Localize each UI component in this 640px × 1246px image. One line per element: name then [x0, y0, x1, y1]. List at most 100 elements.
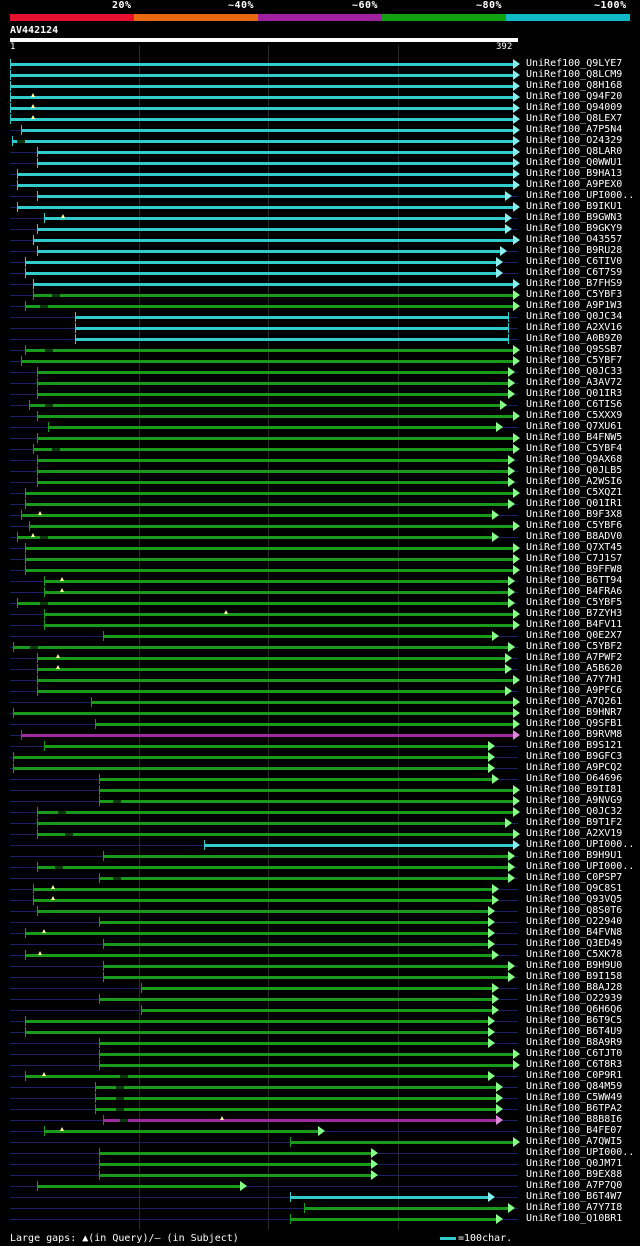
hit-label[interactable]: UniRef100_Q3ED49 — [526, 938, 623, 949]
hit-row[interactable]: UniRef100_C5YBF3 — [0, 289, 640, 301]
hit-label[interactable]: UniRef100_C5YBF2 — [526, 641, 623, 652]
hit-row[interactable]: UniRef100_A9PCQ2 — [0, 762, 640, 774]
hit-row[interactable]: UniRef100_C0PSP7 — [0, 872, 640, 884]
hit-row[interactable]: UniRef100_B9F3X8 — [0, 509, 640, 521]
hit-row[interactable]: UniRef100_B8ADV0 — [0, 531, 640, 543]
hit-row[interactable]: UniRef100_C6TIV0 — [0, 256, 640, 268]
hit-row[interactable]: UniRef100_Q6H6Q6 — [0, 1004, 640, 1016]
hit-label[interactable]: UniRef100_B9I158 — [526, 971, 623, 982]
hit-label[interactable]: UniRef100_A0B9Z0 — [526, 333, 623, 344]
hit-label[interactable]: UniRef100_Q0JC32 — [526, 806, 623, 817]
hit-row[interactable]: UniRef100_C5YBF2 — [0, 641, 640, 653]
hit-label[interactable]: UniRef100_B7FHS9 — [526, 278, 623, 289]
hit-label[interactable]: UniRef100_B9H9U1 — [526, 850, 623, 861]
hit-label[interactable]: UniRef100_B9GFC3 — [526, 751, 623, 762]
hit-row[interactable]: UniRef100_A7PWF2 — [0, 652, 640, 664]
hit-row[interactable]: UniRef100_C5YBF4 — [0, 443, 640, 455]
hit-row[interactable]: UniRef100_C5YBF5 — [0, 597, 640, 609]
hit-label[interactable]: UniRef100_C6TIS6 — [526, 399, 623, 410]
hit-label[interactable]: UniRef100_B4FV11 — [526, 619, 623, 630]
hit-label[interactable]: UniRef100_B4FE07 — [526, 1125, 623, 1136]
hit-row[interactable]: UniRef100_B9II81 — [0, 784, 640, 796]
hit-label[interactable]: UniRef100_Q8LAR0 — [526, 146, 623, 157]
hit-label[interactable]: UniRef100_B7ZYH3 — [526, 608, 623, 619]
hit-label[interactable]: UniRef100_B9IKU1 — [526, 201, 623, 212]
hit-label[interactable]: UniRef100_Q9SSB7 — [526, 344, 623, 355]
hit-row[interactable]: UniRef100_B4FE07 — [0, 1125, 640, 1137]
hit-label[interactable]: UniRef100_B6T4W7 — [526, 1191, 623, 1202]
hit-row[interactable]: UniRef100_Q0JC34 — [0, 311, 640, 323]
hit-label[interactable]: UniRef100_Q8LEX7 — [526, 113, 623, 124]
hit-label[interactable]: UniRef100_B9GKY9 — [526, 223, 623, 234]
hit-label[interactable]: UniRef100_B4FRA6 — [526, 586, 623, 597]
hit-label[interactable]: UniRef100_Q94009 — [526, 102, 623, 113]
hit-row[interactable]: UniRef100_Q8LEX7 — [0, 113, 640, 125]
hit-row[interactable]: UniRef100_A9PEX0 — [0, 179, 640, 191]
hit-row[interactable]: UniRef100_B4FV11 — [0, 619, 640, 631]
hit-label[interactable]: UniRef100_B6T9C5 — [526, 1015, 623, 1026]
hit-label[interactable]: UniRef100_B9H9U0 — [526, 960, 623, 971]
hit-label[interactable]: UniRef100_C5WW49 — [526, 1092, 623, 1103]
hit-row[interactable]: UniRef100_A7Y7H1 — [0, 674, 640, 686]
hit-row[interactable]: UniRef100_UPI000.. — [0, 839, 640, 851]
hit-label[interactable]: UniRef100_C0PSP7 — [526, 872, 623, 883]
hit-label[interactable]: UniRef100_C0P9R1 — [526, 1070, 623, 1081]
hit-label[interactable]: UniRef100_A9NVG9 — [526, 795, 623, 806]
hit-row[interactable]: UniRef100_B9GKY9 — [0, 223, 640, 235]
hit-row[interactable]: UniRef100_C5XQZ1 — [0, 487, 640, 499]
hit-row[interactable]: UniRef100_Q01IR1 — [0, 498, 640, 510]
hit-row[interactable]: UniRef100_Q7XU61 — [0, 421, 640, 433]
hit-row[interactable]: UniRef100_C6T8R3 — [0, 1059, 640, 1071]
hit-row[interactable]: UniRef100_C5XXX9 — [0, 410, 640, 422]
hit-label[interactable]: UniRef100_A5B620 — [526, 663, 623, 674]
hit-row[interactable]: UniRef100_A7QWI5 — [0, 1136, 640, 1148]
hit-row[interactable]: UniRef100_Q9LYE7 — [0, 58, 640, 70]
hit-label[interactable]: UniRef100_Q8S0T6 — [526, 905, 623, 916]
hit-row[interactable]: UniRef100_A7P5N4 — [0, 124, 640, 136]
hit-label[interactable]: UniRef100_Q0JLB5 — [526, 465, 623, 476]
hit-label[interactable]: UniRef100_C7J1S7 — [526, 553, 623, 564]
hit-row[interactable]: UniRef100_B9RU28 — [0, 245, 640, 257]
hit-label[interactable]: UniRef100_Q0JM71 — [526, 1158, 623, 1169]
hit-row[interactable]: UniRef100_A7Q261 — [0, 696, 640, 708]
hit-label[interactable]: UniRef100_Q7XU61 — [526, 421, 623, 432]
hit-row[interactable]: UniRef100_O43557 — [0, 234, 640, 246]
hit-label[interactable]: UniRef100_UPI000.. — [526, 190, 635, 201]
hit-label[interactable]: UniRef100_B9GWN3 — [526, 212, 623, 223]
hit-row[interactable]: UniRef100_C7J1S7 — [0, 553, 640, 565]
hit-label[interactable]: UniRef100_Q01IR1 — [526, 498, 623, 509]
hit-label[interactable]: UniRef100_A9PCQ2 — [526, 762, 623, 773]
hit-row[interactable]: UniRef100_A2WSI6 — [0, 476, 640, 488]
hit-label[interactable]: UniRef100_C6TIV0 — [526, 256, 623, 267]
hit-row[interactable]: UniRef100_C6TJT0 — [0, 1048, 640, 1060]
hit-label[interactable]: UniRef100_Q94F20 — [526, 91, 623, 102]
hit-row[interactable]: UniRef100_Q3ED49 — [0, 938, 640, 950]
hit-label[interactable]: UniRef100_Q9SFB1 — [526, 718, 623, 729]
hit-row[interactable]: UniRef100_B8A9R9 — [0, 1037, 640, 1049]
hit-row[interactable]: UniRef100_O64696 — [0, 773, 640, 785]
hit-row[interactable]: UniRef100_B9FFW8 — [0, 564, 640, 576]
hit-label[interactable]: UniRef100_O24329 — [526, 135, 623, 146]
hit-row[interactable]: UniRef100_B9I158 — [0, 971, 640, 983]
hit-label[interactable]: UniRef100_C5YBF5 — [526, 597, 623, 608]
hit-label[interactable]: UniRef100_A7Y7H1 — [526, 674, 623, 685]
hit-label[interactable]: UniRef100_C5YBF7 — [526, 355, 623, 366]
hit-label[interactable]: UniRef100_B8ADV0 — [526, 531, 623, 542]
hit-row[interactable]: UniRef100_Q9SSB7 — [0, 344, 640, 356]
hit-label[interactable]: UniRef100_B9HNR7 — [526, 707, 623, 718]
hit-row[interactable]: UniRef100_O24329 — [0, 135, 640, 147]
hit-label[interactable]: UniRef100_O22939 — [526, 993, 623, 1004]
hit-row[interactable]: UniRef100_Q8S0T6 — [0, 905, 640, 917]
hit-label[interactable]: UniRef100_C5YBF3 — [526, 289, 623, 300]
hit-row[interactable]: UniRef100_B7ZYH3 — [0, 608, 640, 620]
hit-label[interactable]: UniRef100_B8B8I6 — [526, 1114, 623, 1125]
hit-row[interactable]: UniRef100_B9HNR7 — [0, 707, 640, 719]
hit-row[interactable]: UniRef100_UPI000.. — [0, 190, 640, 202]
hit-label[interactable]: UniRef100_B9HA13 — [526, 168, 623, 179]
hit-row[interactable]: UniRef100_A2XV19 — [0, 828, 640, 840]
hit-label[interactable]: UniRef100_A7P5N4 — [526, 124, 623, 135]
hit-row[interactable]: UniRef100_C6T7S9 — [0, 267, 640, 279]
hit-row[interactable]: UniRef100_B9EX88 — [0, 1169, 640, 1181]
hit-row[interactable]: UniRef100_B9RVM8 — [0, 729, 640, 741]
hit-label[interactable]: UniRef100_C5XQZ1 — [526, 487, 623, 498]
